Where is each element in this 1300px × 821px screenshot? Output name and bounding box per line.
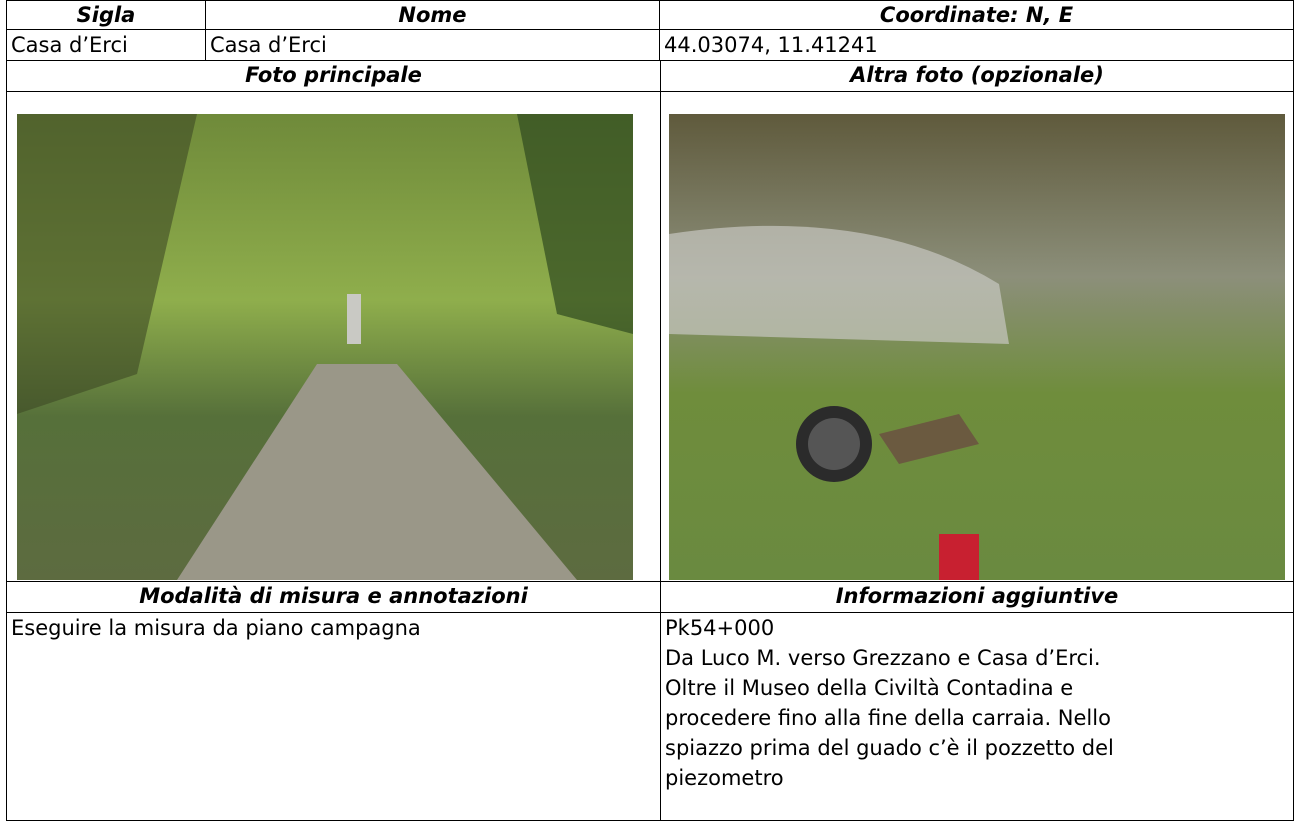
header-sigla: Sigla (6, 0, 206, 30)
info-line: spiazzo prima del guado c’è il pozzetto … (665, 736, 1114, 760)
info-text: Pk54+000 Da Luco M. verso Grezzano e Casa… (660, 612, 1294, 821)
other-photo-cell (660, 91, 1294, 582)
main-photo (17, 114, 633, 580)
sigla-value: Casa d’Erci (6, 29, 206, 61)
measure-title: Modalità di misura e annotazioni (6, 581, 661, 613)
info-title: Informazioni aggiuntive (660, 581, 1294, 613)
info-line: Pk54+000 (665, 616, 775, 640)
other-photo-title: Altra foto (opzionale) (660, 60, 1294, 92)
info-line: procedere fino alla fine della carraia. … (665, 706, 1111, 730)
other-photo (669, 114, 1285, 580)
info-line: Oltre il Museo della Civiltà Contadina e (665, 676, 1074, 700)
main-photo-cell (6, 91, 661, 582)
info-line: Da Luco M. verso Grezzano e Casa d’Erci. (665, 646, 1101, 670)
measure-text: Eseguire la misura da piano campagna (6, 612, 661, 821)
info-line: piezometro (665, 766, 784, 790)
header-nome: Nome (205, 0, 660, 30)
nome-value: Casa d’Erci (205, 29, 660, 61)
main-photo-title: Foto principale (6, 60, 661, 92)
coordinate-value: 44.03074, 11.41241 (659, 29, 1294, 61)
header-coordinate: Coordinate: N, E (659, 0, 1294, 30)
